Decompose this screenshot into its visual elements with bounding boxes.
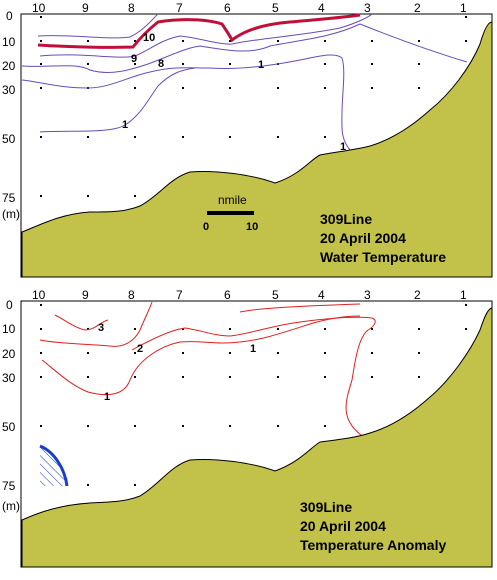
station-label: 6 — [224, 288, 231, 302]
anomaly-label: 2 — [137, 343, 143, 355]
station-label: 10 — [32, 1, 46, 15]
station-label: 4 — [318, 1, 325, 15]
depth-unit: (m) — [2, 207, 20, 221]
bottom-panel: 10 9 8 7 6 5 4 3 2 1 0 10 20 30 50 75 (m… — [2, 288, 493, 568]
depth-label: 75 — [2, 191, 16, 205]
depth-label: 20 — [2, 59, 16, 73]
depth-label: 0 — [6, 298, 13, 312]
top-subject: Water Temperature — [320, 249, 446, 265]
depth-label: 30 — [2, 83, 16, 97]
station-label: 2 — [414, 1, 421, 15]
station-label: 1 — [460, 1, 467, 15]
station-label: 10 — [32, 288, 46, 302]
depth-label: 75 — [2, 479, 16, 493]
top-date: 20 April 2004 — [320, 230, 406, 246]
station-label: 7 — [176, 1, 183, 15]
scale-bar-end: 10 — [246, 221, 258, 233]
depth-label: 0 — [6, 9, 13, 23]
station-label: 1 — [460, 288, 467, 302]
station-label: 4 — [318, 288, 325, 302]
anomaly-label: 1 — [250, 343, 256, 355]
depth-unit: (m) — [2, 499, 20, 513]
scale-bar: nmile 0 10 — [203, 193, 258, 233]
hatched-region-boundary — [39, 444, 69, 487]
anomaly-label: 3 — [98, 322, 104, 334]
top-station-labels: 10 9 8 7 6 5 4 3 2 1 — [32, 1, 467, 15]
station-label: 9 — [82, 288, 89, 302]
hatched-region — [40, 446, 67, 486]
contour-label: 10 — [143, 32, 155, 44]
station-label: 8 — [128, 288, 135, 302]
contour-label: 8 — [158, 58, 164, 70]
anomaly-contour-2 — [39, 301, 153, 347]
anomaly-contour-3 — [54, 314, 109, 331]
bottom-depth-labels: 0 10 20 30 50 75 (m) — [2, 298, 20, 513]
anomaly-contour-top — [239, 303, 361, 313]
station-label: 3 — [364, 1, 371, 15]
station-label: 5 — [272, 1, 279, 15]
scale-bar-unit: nmile — [218, 193, 247, 207]
contour-8 — [21, 23, 468, 73]
contour-1 — [21, 54, 351, 151]
station-label: 9 — [82, 1, 89, 15]
station-label: 7 — [176, 288, 183, 302]
station-label: 2 — [414, 288, 421, 302]
contour-label: 1 — [258, 59, 264, 71]
depth-label: 10 — [2, 322, 16, 336]
anomaly-label: 1 — [104, 391, 110, 403]
contour-9 — [37, 13, 159, 39]
station-label: 5 — [272, 288, 279, 302]
contour-9b — [39, 13, 373, 58]
depth-label: 50 — [2, 132, 16, 146]
bottom-sample-dots — [40, 304, 467, 486]
station-label: 6 — [224, 1, 231, 15]
contour-label: 1 — [340, 141, 346, 153]
contour-10 — [37, 13, 361, 49]
depth-label: 30 — [2, 371, 16, 385]
top-line-name: 309Line — [320, 211, 372, 227]
bottom-line-name: 309Line — [300, 499, 352, 515]
bottom-seabed — [21, 307, 493, 568]
station-label: 8 — [128, 1, 135, 15]
top-depth-labels: 0 10 20 30 50 75 (m) — [2, 9, 20, 221]
anomaly-contour-1 — [41, 315, 361, 396]
top-panel: 10 9 8 7 6 5 4 3 2 1 0 10 20 30 50 75 (m… — [2, 1, 493, 278]
scale-bar-start: 0 — [203, 221, 209, 233]
depth-label: 20 — [2, 347, 16, 361]
contour-label: 9 — [131, 53, 137, 65]
bottom-date: 20 April 2004 — [300, 518, 386, 534]
station-label: 3 — [364, 288, 371, 302]
contour-label: 1 — [122, 119, 128, 131]
top-seabed — [21, 21, 493, 278]
depth-label: 10 — [2, 35, 16, 49]
depth-label: 50 — [2, 420, 16, 434]
bottom-subject: Temperature Anomaly — [300, 537, 446, 553]
contour-1b — [39, 67, 196, 133]
bottom-station-labels: 10 9 8 7 6 5 4 3 2 1 — [32, 288, 467, 302]
